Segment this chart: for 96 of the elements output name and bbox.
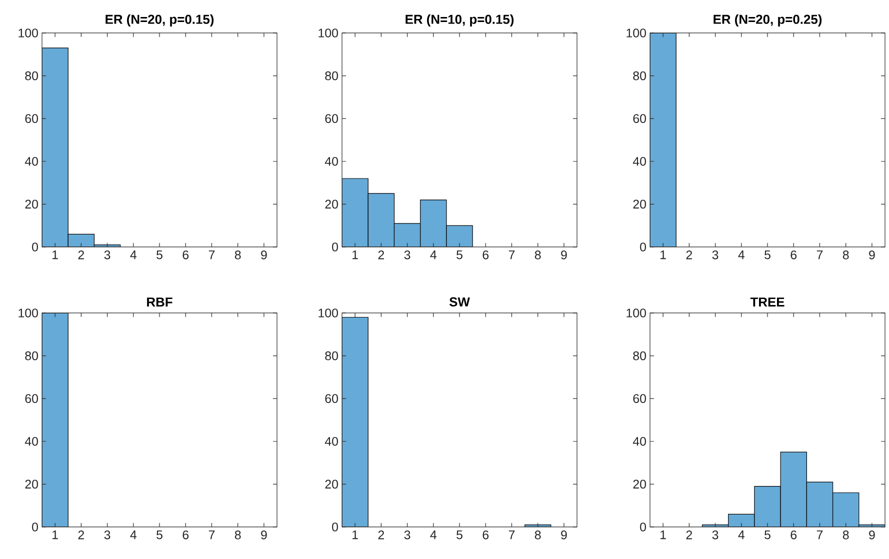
y-tick-label: 60 xyxy=(25,394,38,403)
x-tick-label: 7 xyxy=(816,530,823,540)
x-tick-label: 1 xyxy=(660,530,666,540)
y-tick-label: 0 xyxy=(32,522,38,532)
x-tick-label: 8 xyxy=(842,250,849,260)
y-tick-label: 20 xyxy=(325,200,338,209)
y-tick-label: 0 xyxy=(332,242,338,252)
y-tick-label: 60 xyxy=(25,114,38,123)
x-tick-label: 5 xyxy=(764,530,770,540)
x-tick-label: 3 xyxy=(712,530,718,540)
x-tick-label: 3 xyxy=(712,250,718,260)
y-tick-label: 80 xyxy=(633,351,646,360)
x-tick-label: 5 xyxy=(764,250,770,260)
x-tick-label: 1 xyxy=(660,250,666,260)
x-tick-label: 6 xyxy=(790,250,797,260)
y-tick-label: 60 xyxy=(325,114,338,123)
y-tick-label: 40 xyxy=(632,436,646,446)
x-tick-label: 7 xyxy=(508,530,515,540)
y-tick-label: 20 xyxy=(25,200,38,209)
x-tick-label: 7 xyxy=(816,250,823,260)
y-tick-label: 100 xyxy=(18,28,38,38)
x-tick-label: 4 xyxy=(430,250,436,260)
y-tick-label: 80 xyxy=(325,351,338,360)
x-tick-label: 9 xyxy=(869,250,875,260)
x-tick-label: 9 xyxy=(261,250,267,260)
x-tick-label: 9 xyxy=(561,250,567,260)
chart-title: ER (N=20, p=0.15) xyxy=(106,14,214,26)
x-tick-label: 8 xyxy=(234,250,241,260)
y-tick-label: 100 xyxy=(318,308,338,318)
x-tick-label: 9 xyxy=(561,530,567,540)
x-tick-label: 4 xyxy=(430,530,436,540)
y-tick-label: 20 xyxy=(25,480,38,489)
x-tick-label: 5 xyxy=(456,250,462,260)
x-tick-label: 8 xyxy=(534,530,541,540)
y-tick-label: 20 xyxy=(633,480,646,489)
y-tick-label: 20 xyxy=(325,480,338,489)
y-tick-label: 80 xyxy=(25,351,38,360)
y-tick-label: 40 xyxy=(24,156,38,166)
y-tick-label: 20 xyxy=(633,200,646,209)
x-tick-label: 4 xyxy=(130,250,136,260)
y-tick-label: 60 xyxy=(325,394,338,403)
chart-title: RBF xyxy=(147,298,172,306)
x-tick-label: 6 xyxy=(182,250,189,260)
x-tick-label: 5 xyxy=(156,530,162,540)
y-tick-label: 40 xyxy=(324,156,338,166)
y-tick-label: 0 xyxy=(332,522,338,532)
x-tick-label: 7 xyxy=(208,530,215,540)
x-tick-label: 5 xyxy=(456,530,462,540)
x-tick-label: 7 xyxy=(508,250,515,260)
y-tick-label: 60 xyxy=(633,114,646,123)
y-tick-label: 100 xyxy=(626,28,646,38)
y-tick-label: 80 xyxy=(25,71,38,80)
x-tick-label: 4 xyxy=(130,530,136,540)
x-tick-label: 4 xyxy=(738,530,744,540)
chart-title: TREE xyxy=(750,298,784,306)
chart-title: SW xyxy=(449,297,470,306)
x-tick-label: 2 xyxy=(378,250,384,260)
y-tick-label: 0 xyxy=(640,242,646,252)
x-tick-label: 6 xyxy=(482,250,489,260)
x-tick-label: 8 xyxy=(234,530,241,540)
y-tick-label: 100 xyxy=(318,28,338,38)
y-tick-label: 80 xyxy=(633,71,646,80)
x-tick-label: 9 xyxy=(869,530,875,540)
x-tick-label: 5 xyxy=(156,250,162,260)
x-tick-label: 1 xyxy=(352,250,358,260)
x-tick-label: 2 xyxy=(78,530,84,540)
y-tick-label: 0 xyxy=(32,242,38,252)
x-tick-label: 1 xyxy=(52,250,58,260)
y-tick-label: 40 xyxy=(24,436,38,446)
x-tick-label: 2 xyxy=(686,250,692,260)
y-tick-label: 0 xyxy=(640,522,646,532)
x-tick-label: 8 xyxy=(842,530,849,540)
x-tick-label: 2 xyxy=(78,250,84,260)
x-tick-label: 2 xyxy=(686,530,692,540)
x-tick-label: 6 xyxy=(182,530,189,540)
x-tick-label: 7 xyxy=(208,250,215,260)
x-tick-label: 9 xyxy=(261,530,267,540)
y-tick-label: 100 xyxy=(626,308,646,318)
x-tick-label: 6 xyxy=(482,530,489,540)
y-tick-label: 80 xyxy=(325,71,338,80)
x-tick-label: 2 xyxy=(378,530,384,540)
y-tick-label: 40 xyxy=(324,436,338,446)
y-tick-label: 40 xyxy=(632,156,646,166)
x-tick-label: 3 xyxy=(104,530,110,540)
chart-title: ER (N=10, p=0.15) xyxy=(406,14,514,26)
x-tick-label: 4 xyxy=(738,250,744,260)
y-tick-label: 100 xyxy=(18,308,38,318)
x-tick-label: 3 xyxy=(104,250,110,260)
x-tick-label: 1 xyxy=(352,530,358,540)
x-tick-label: 6 xyxy=(790,530,797,540)
x-tick-label: 8 xyxy=(534,250,541,260)
chart-title: ER (N=20, p=0.25) xyxy=(714,14,822,26)
x-tick-label: 1 xyxy=(52,530,58,540)
y-tick-label: 60 xyxy=(633,394,646,403)
x-tick-label: 3 xyxy=(404,530,410,540)
x-tick-label: 3 xyxy=(404,250,410,260)
